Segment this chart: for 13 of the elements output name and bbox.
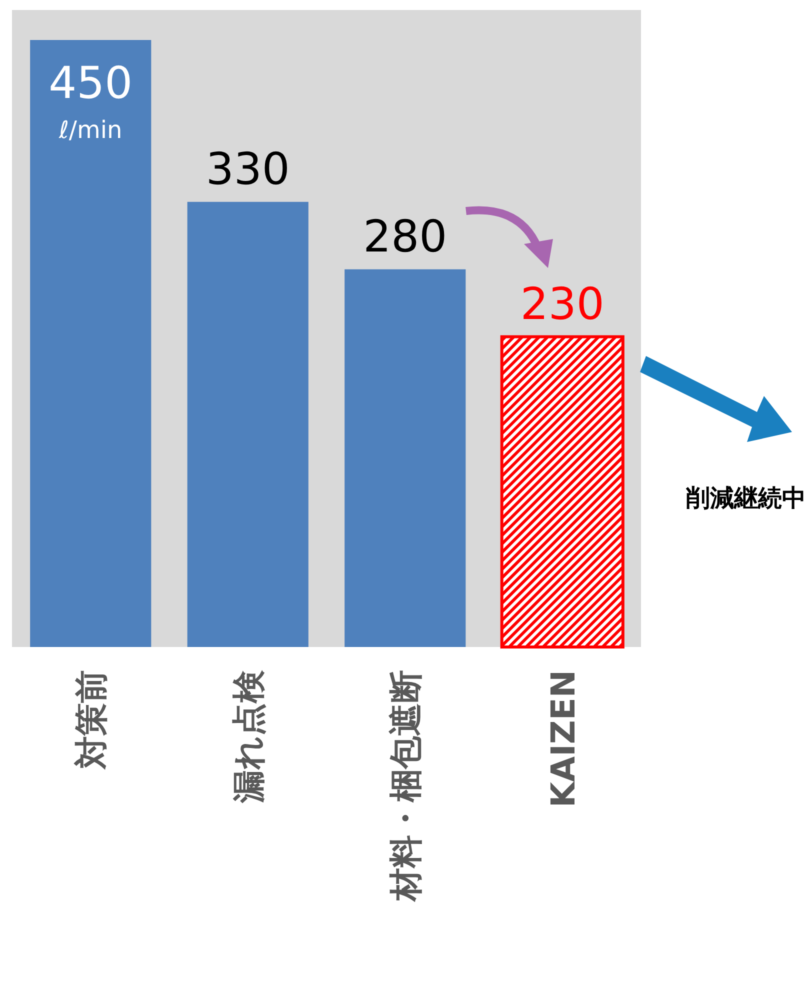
data-label: 230	[520, 278, 604, 330]
bar	[344, 269, 466, 647]
data-label: 330	[206, 144, 290, 195]
x-tick-label: 材料・梱包遮断	[386, 670, 426, 903]
data-label: 280	[363, 211, 448, 262]
data-label: 450	[48, 58, 133, 109]
x-tick-label: 対策前	[72, 670, 111, 770]
x-tick-label: 漏れ点検	[228, 669, 268, 804]
x-tick-label: KAIZEN	[543, 670, 582, 808]
bar	[187, 202, 308, 647]
annotation: ℓ/min	[58, 116, 122, 144]
bar	[30, 40, 152, 647]
text: 削減継続中	[685, 484, 806, 512]
